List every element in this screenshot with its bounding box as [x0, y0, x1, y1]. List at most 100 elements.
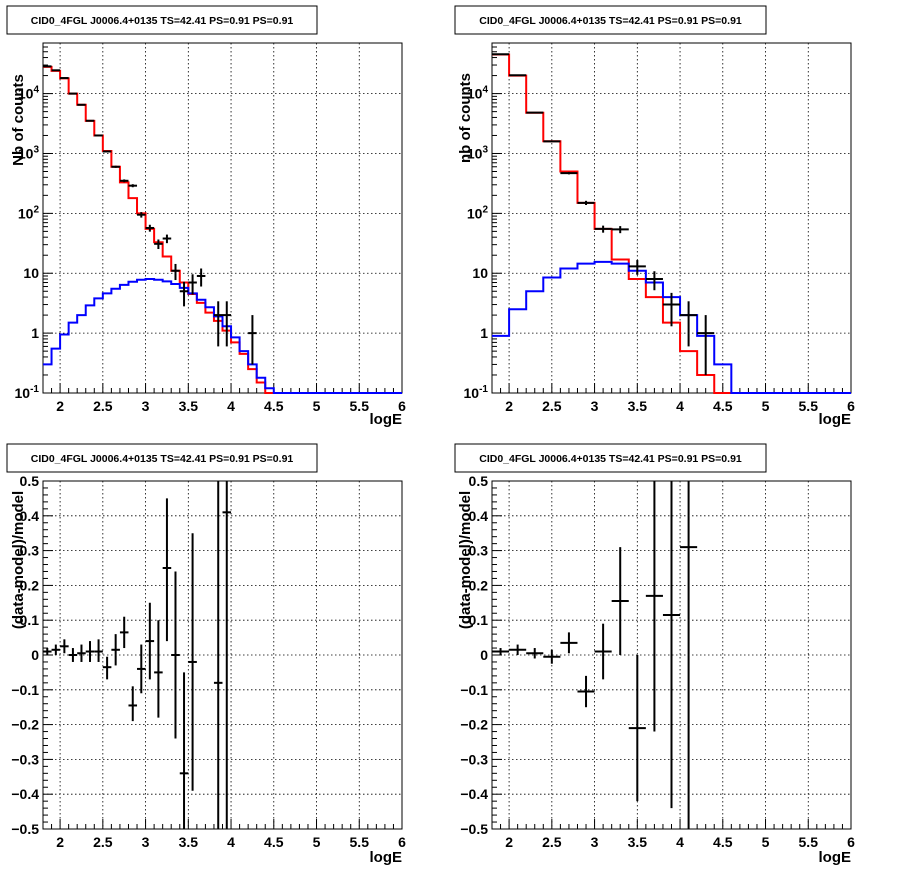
y-tick-label: 0.3: [469, 543, 489, 559]
y-tick-label: 104: [467, 85, 489, 102]
data-point: [85, 119, 95, 122]
data-point: [248, 315, 257, 365]
title-box: [454, 443, 767, 473]
y-tick-label: 10-1: [464, 384, 489, 401]
y-tick-label: −0.4: [460, 786, 488, 802]
data-point: [680, 301, 698, 347]
data-point: [222, 301, 232, 347]
residual-point: [111, 634, 120, 666]
x-tick-label: 4: [676, 834, 684, 850]
x-tick-label: 2: [56, 398, 64, 414]
data-point: [68, 92, 78, 95]
title-box: [6, 443, 318, 473]
residual-point: [102, 656, 112, 680]
x-tick-label: 5: [762, 398, 770, 414]
y-tick-label: 103: [467, 144, 489, 161]
counts-panel-left: CID0_4FGL J0006.4+0135 TS=42.41 PS=0.91 …: [6, 5, 406, 428]
y-axis-label: (data-model)/model: [10, 491, 27, 629]
y-tick-label: 102: [18, 204, 40, 221]
series-total-model: [492, 53, 851, 394]
x-tick-label: 5: [313, 398, 321, 414]
y-tick-label: −0.1: [460, 682, 488, 698]
x-tick-label: 4.5: [713, 834, 733, 850]
residuals-panel-right: CID0_4FGL J0006.4+0135 TS=42.41 PS=0.91 …: [454, 443, 855, 866]
y-tick-label: 0.2: [20, 577, 40, 593]
y-tick-label: −0.5: [460, 821, 488, 837]
y-tick-label: 0: [480, 647, 488, 663]
x-axis-label: logE: [370, 411, 403, 428]
data-point: [662, 292, 681, 327]
residual-point: [179, 672, 189, 829]
residual-point: [645, 481, 663, 732]
series-source-model: [43, 278, 402, 394]
y-axis-label: Nb of counts: [10, 74, 27, 166]
x-tick-label: 2.5: [93, 398, 113, 414]
y-tick-label: 10: [472, 265, 488, 281]
data-point: [188, 274, 197, 295]
x-tick-label: 5.5: [799, 834, 819, 850]
residual-point: [119, 616, 129, 649]
x-tick-label: 4: [676, 398, 684, 414]
y-tick-label: −0.2: [11, 717, 39, 733]
data-point: [543, 140, 561, 143]
data-point: [128, 184, 138, 188]
x-tick-label: 5.5: [350, 398, 370, 414]
data-point: [77, 103, 86, 106]
series-source-model: [492, 260, 851, 394]
chart-title: CID0_4FGL J0006.4+0135 TS=42.41 PS=0.91 …: [479, 453, 742, 465]
x-tick-label: 6: [398, 834, 406, 850]
chart-title: CID0_4FGL J0006.4+0135 TS=42.41 PS=0.91 …: [31, 15, 294, 27]
y-tick-label: 1: [31, 325, 39, 341]
data-point: [213, 301, 223, 347]
residual-point: [560, 632, 578, 654]
residual-point: [145, 602, 155, 680]
residuals-panel-left: CID0_4FGL J0006.4+0135 TS=42.41 PS=0.91 …: [6, 443, 406, 866]
y-tick-label: −0.3: [460, 751, 488, 767]
x-tick-label: 4.5: [264, 834, 284, 850]
residual-point: [137, 644, 146, 694]
data-point: [179, 281, 189, 307]
data-point: [645, 271, 663, 291]
residual-point: [85, 641, 95, 662]
series-total-model: [43, 65, 402, 394]
chart-title: CID0_4FGL J0006.4+0135 TS=42.41 PS=0.91 …: [31, 453, 294, 465]
x-tick-label: 2.5: [542, 834, 562, 850]
data-point: [154, 239, 163, 250]
y-tick-label: 1: [480, 325, 488, 341]
x-tick-label: 5: [313, 834, 321, 850]
y-tick-label: 0.4: [20, 508, 40, 524]
x-tick-label: 4.5: [713, 398, 733, 414]
x-tick-label: 3.5: [628, 834, 648, 850]
x-tick-label: 4: [227, 398, 235, 414]
residual-point: [188, 533, 197, 791]
y-tick-label: 10: [23, 265, 39, 281]
data-point: [697, 315, 715, 375]
data-point: [60, 77, 69, 80]
x-tick-label: 2.5: [93, 834, 113, 850]
residual-point: [594, 623, 612, 680]
x-axis-label: logE: [819, 849, 852, 866]
x-tick-label: 6: [847, 398, 855, 414]
y-tick-label: 102: [467, 204, 489, 221]
residual-point: [509, 644, 527, 655]
data-point: [102, 150, 112, 153]
data-point: [526, 111, 544, 114]
y-tick-label: 104: [18, 85, 40, 102]
residual-point: [43, 648, 52, 655]
data-point: [162, 234, 172, 244]
x-tick-label: 4: [227, 834, 235, 850]
data-point: [611, 226, 629, 234]
residual-point: [680, 481, 698, 829]
title-box: [6, 5, 318, 35]
y-tick-label: 0: [31, 647, 39, 663]
data-point: [594, 225, 612, 233]
residual-point: [51, 644, 61, 655]
residual-point: [213, 481, 223, 829]
x-tick-label: 6: [398, 398, 406, 414]
y-tick-label: −0.4: [11, 786, 39, 802]
residual-point: [128, 686, 138, 722]
x-tick-label: 2: [505, 398, 513, 414]
residual-point: [154, 620, 163, 718]
x-tick-label: 3.5: [179, 398, 199, 414]
